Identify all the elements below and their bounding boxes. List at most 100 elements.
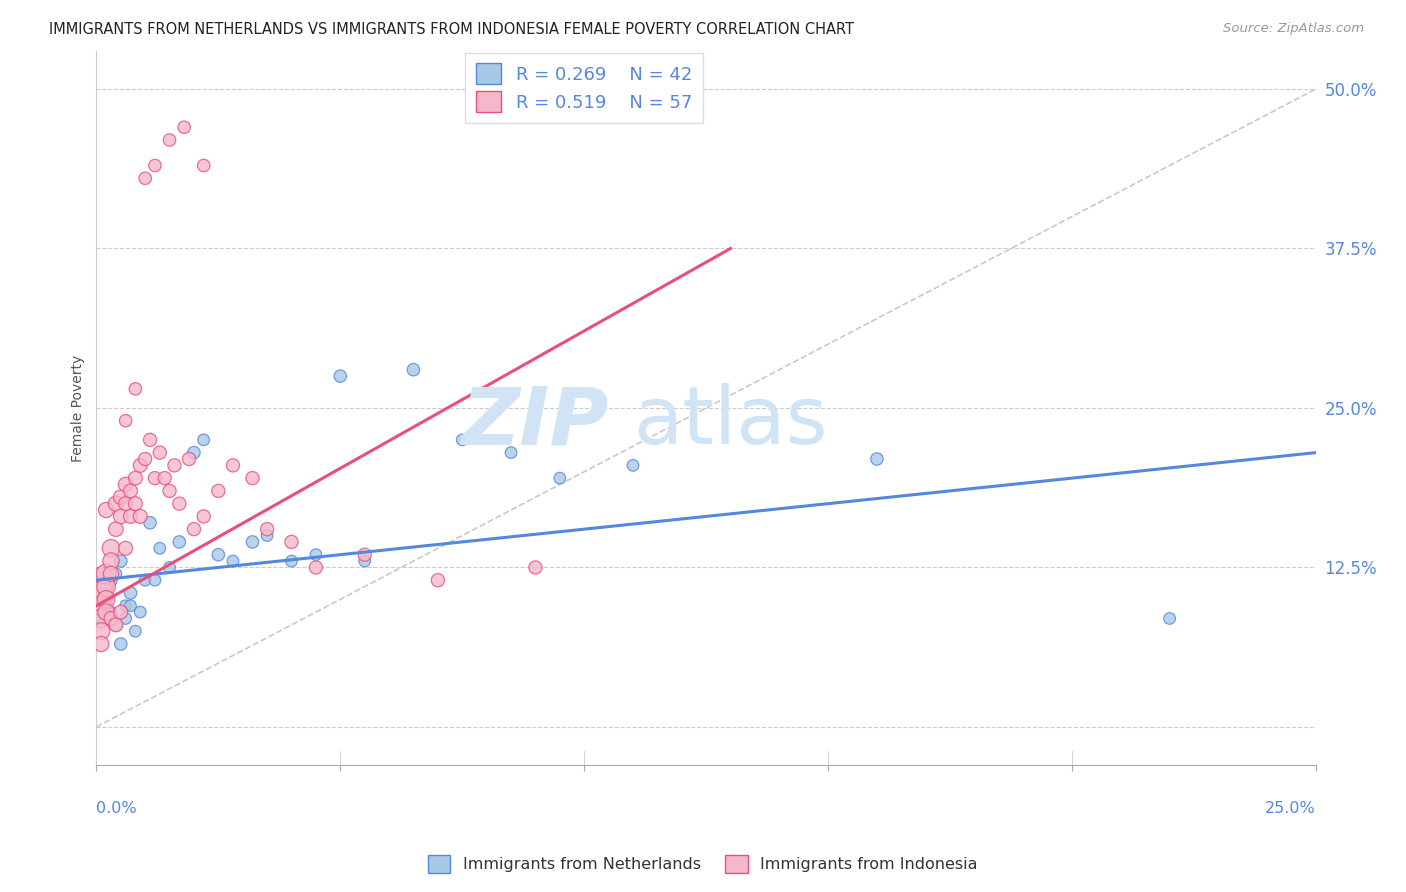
Point: [120, 599, 142, 613]
Point: [124, 624, 146, 639]
Point: [524, 560, 547, 574]
Point: [129, 605, 152, 619]
Point: [100, 605, 122, 619]
Point: [305, 560, 328, 574]
Point: [110, 605, 132, 619]
Point: [90, 611, 112, 625]
Point: [222, 458, 245, 473]
Point: [329, 369, 352, 384]
Legend: Immigrants from Netherlands, Immigrants from Indonesia: Immigrants from Netherlands, Immigrants …: [422, 848, 984, 880]
Point: [114, 414, 136, 428]
Text: 0.0%: 0.0%: [97, 801, 136, 816]
Point: [159, 483, 181, 498]
Point: [90, 637, 112, 651]
Point: [149, 541, 172, 556]
Point: [110, 509, 132, 524]
Point: [90, 599, 112, 613]
Point: [94, 503, 117, 517]
Point: [207, 548, 229, 562]
Point: [169, 535, 191, 549]
Point: [90, 586, 112, 600]
Point: [177, 452, 200, 467]
Point: [193, 509, 215, 524]
Legend: R = 0.269    N = 42, R = 0.519    N = 57: R = 0.269 N = 42, R = 0.519 N = 57: [465, 53, 703, 123]
Point: [120, 509, 142, 524]
Point: [242, 471, 264, 485]
Point: [183, 445, 205, 459]
Point: [94, 592, 117, 607]
Point: [104, 566, 127, 581]
Point: [114, 599, 136, 613]
Point: [114, 497, 136, 511]
Point: [153, 471, 176, 485]
Point: [1159, 611, 1181, 625]
Point: [90, 586, 112, 600]
Point: [120, 586, 142, 600]
Point: [100, 573, 122, 587]
Text: atlas: atlas: [633, 384, 827, 461]
Point: [90, 624, 112, 639]
Point: [100, 611, 122, 625]
Point: [129, 509, 152, 524]
Point: [149, 445, 172, 459]
Text: 25.0%: 25.0%: [1265, 801, 1316, 816]
Text: Source: ZipAtlas.com: Source: ZipAtlas.com: [1223, 22, 1364, 36]
Point: [139, 433, 162, 447]
Point: [207, 483, 229, 498]
Point: [353, 548, 375, 562]
Point: [94, 605, 117, 619]
Point: [94, 566, 117, 581]
Point: [114, 541, 136, 556]
Point: [124, 471, 146, 485]
Point: [100, 554, 122, 568]
Point: [242, 535, 264, 549]
Point: [499, 445, 522, 459]
Point: [548, 471, 571, 485]
Point: [114, 477, 136, 491]
Point: [169, 497, 191, 511]
Point: [104, 497, 127, 511]
Point: [426, 573, 449, 587]
Point: [114, 611, 136, 625]
Point: [90, 599, 112, 613]
Point: [120, 483, 142, 498]
Point: [866, 452, 889, 467]
Point: [94, 580, 117, 594]
Point: [280, 554, 302, 568]
Point: [90, 611, 112, 625]
Point: [193, 159, 215, 173]
Point: [193, 433, 215, 447]
Point: [100, 541, 122, 556]
Point: [110, 554, 132, 568]
Point: [402, 362, 425, 376]
Text: ZIP: ZIP: [461, 384, 609, 461]
Point: [110, 490, 132, 504]
Point: [143, 471, 166, 485]
Point: [94, 592, 117, 607]
Point: [110, 637, 132, 651]
Point: [256, 528, 278, 542]
Point: [104, 618, 127, 632]
Point: [90, 573, 112, 587]
Point: [159, 133, 181, 147]
Point: [159, 560, 181, 574]
Point: [129, 458, 152, 473]
Text: IMMIGRANTS FROM NETHERLANDS VS IMMIGRANTS FROM INDONESIA FEMALE POVERTY CORRELAT: IMMIGRANTS FROM NETHERLANDS VS IMMIGRANT…: [49, 22, 855, 37]
Point: [163, 458, 186, 473]
Point: [451, 433, 474, 447]
Point: [621, 458, 644, 473]
Point: [124, 382, 146, 396]
Point: [104, 618, 127, 632]
Point: [222, 554, 245, 568]
Point: [143, 573, 166, 587]
Point: [173, 120, 195, 135]
Point: [94, 566, 117, 581]
Point: [100, 566, 122, 581]
Point: [124, 497, 146, 511]
Point: [134, 452, 156, 467]
Point: [183, 522, 205, 536]
Point: [353, 554, 375, 568]
Point: [305, 548, 328, 562]
Point: [139, 516, 162, 530]
Point: [134, 171, 156, 186]
